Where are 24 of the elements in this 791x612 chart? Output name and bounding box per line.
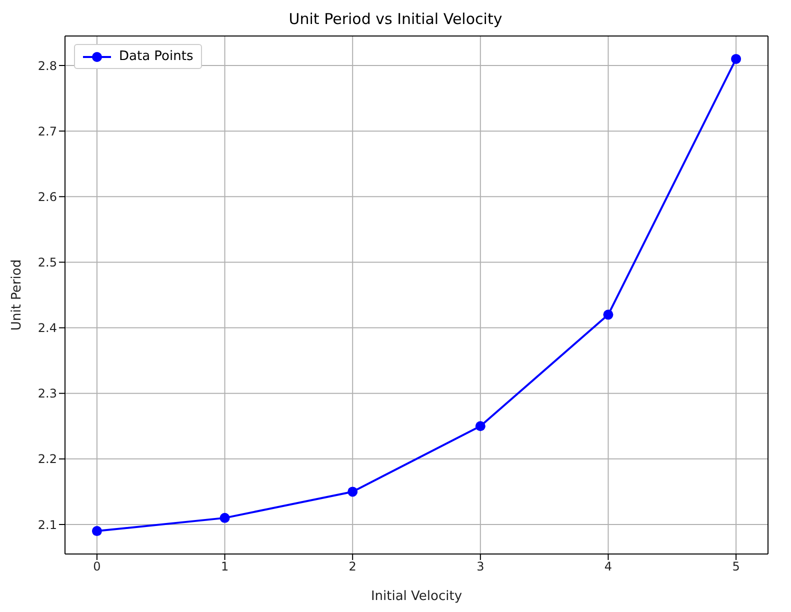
y-axis-title: Unit Period (10, 259, 25, 331)
y-tick-label: 2.4 (38, 321, 57, 336)
x-tick-label: 1 (220, 560, 229, 574)
point (92, 526, 102, 536)
x-tick-label: 2 (348, 560, 356, 574)
x-tick-label: 3 (476, 560, 484, 574)
point (603, 310, 614, 320)
legend-label: Data Points (119, 49, 194, 64)
x-tick-label: 5 (732, 560, 740, 574)
chart-title: Unit Period vs Initial Velocity (288, 10, 504, 28)
point (731, 54, 742, 64)
x-tick-label: 4 (604, 560, 612, 574)
y-tick-label: 2.8 (38, 58, 57, 73)
y-tick-label: 2.6 (38, 190, 57, 204)
x-tick-label: 0 (93, 560, 101, 574)
point (220, 512, 230, 523)
y-tick-label: 2.1 (38, 518, 57, 532)
point (475, 421, 486, 432)
y-tick-label: 2.3 (38, 386, 57, 401)
point (348, 486, 358, 497)
y-tick-label: 2.5 (38, 255, 57, 270)
x-axis-title: Initial Velocity (370, 589, 462, 604)
y-tick-label: 2.7 (38, 124, 57, 138)
y-tick-label: 2.2 (38, 452, 57, 466)
